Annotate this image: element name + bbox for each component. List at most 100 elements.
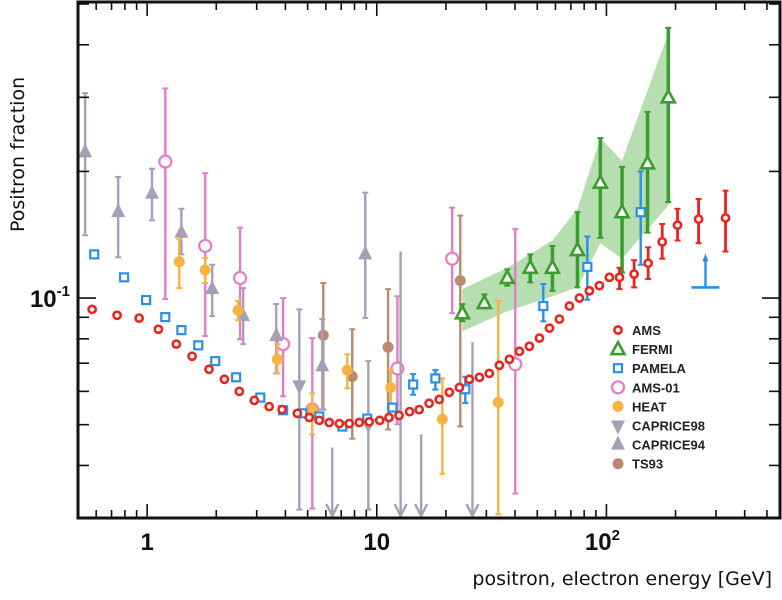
legend-marker [611, 435, 625, 450]
data-point [271, 353, 283, 365]
data-point [269, 327, 284, 342]
data-point [358, 245, 373, 260]
data-point [474, 372, 485, 383]
data-point [354, 417, 365, 428]
data-point [584, 285, 595, 296]
data-point [404, 406, 415, 417]
data-point [554, 314, 565, 325]
series-caprice94 [78, 92, 373, 411]
x-tick-label: 102 [585, 527, 620, 556]
data-point [643, 258, 654, 269]
legend-marker [609, 339, 627, 356]
data-point [594, 280, 605, 291]
data-point [504, 354, 515, 365]
data-point [264, 401, 275, 412]
axes: 1 10 102 10-1 [30, 0, 782, 556]
data-point [292, 408, 303, 419]
data-point [385, 381, 397, 393]
arrow-head-icon [702, 253, 709, 262]
data-point [464, 374, 475, 385]
x-tick-label-base: 10 [363, 529, 390, 556]
series-fermi [453, 26, 677, 323]
data-point [604, 272, 615, 283]
data-point [344, 418, 355, 429]
legend-marker [612, 363, 624, 374]
data-point [484, 368, 495, 379]
data-point [514, 346, 525, 357]
data-point [613, 202, 631, 219]
data-point [445, 251, 460, 266]
data-point [582, 261, 593, 272]
legend-label: CAPRICE94 [632, 438, 706, 453]
data-point [232, 270, 248, 286]
x-tick-label: 1 [140, 529, 153, 556]
fermi-systematic-band [462, 33, 669, 332]
arrow-head-icon [414, 503, 429, 519]
data-point [374, 415, 385, 426]
y-tick-label: 10-1 [30, 283, 70, 313]
data-point [498, 268, 516, 285]
data-point [543, 258, 562, 275]
legend: AMS FERMI PAMELA AMS-01 HEAT CAPRICE98 CAPRICE… [609, 323, 706, 472]
data-point [277, 404, 287, 415]
data-point [408, 379, 419, 390]
x-axis-title: positron, electron energy [GeV] [472, 568, 772, 590]
legend-marker [612, 400, 624, 412]
legend-label: PAMELA [632, 361, 687, 376]
data-point [364, 416, 375, 427]
data-points [78, 26, 731, 519]
data-point [534, 333, 545, 344]
data-point [574, 293, 585, 303]
data-point [236, 307, 251, 322]
data-point [141, 294, 152, 306]
data-point [492, 396, 504, 408]
legend-marker [611, 420, 625, 435]
legend-label: HEAT [632, 399, 666, 414]
data-point [176, 325, 187, 336]
data-point [454, 382, 465, 393]
legend-label: CAPRICE98 [632, 419, 705, 434]
legend-item-ams-01: AMS-01 [610, 380, 680, 395]
legend-marker [610, 380, 626, 395]
data-point [341, 364, 353, 376]
data-point [171, 339, 182, 350]
fermi-band [462, 33, 669, 332]
data-point [436, 413, 448, 425]
series-ams [87, 189, 731, 429]
data-point [134, 313, 145, 324]
x-tick-label: 10 [363, 529, 390, 556]
data-point [614, 272, 625, 283]
legend-item-pamela: PAMELA [612, 361, 687, 376]
data-point [292, 380, 307, 395]
data-point [414, 404, 425, 415]
data-point [434, 394, 445, 405]
data-point [382, 341, 394, 353]
data-point [538, 300, 549, 312]
arrow-head-icon [393, 503, 408, 519]
data-point [384, 412, 394, 423]
legend-item-caprice94: CAPRICE94 [611, 435, 706, 453]
data-point [314, 415, 325, 426]
data-point [249, 395, 260, 406]
data-point [657, 236, 668, 247]
data-point [454, 275, 466, 287]
data-point [720, 213, 731, 223]
legend-item-heat: HEAT [612, 399, 666, 414]
legend-item-fermi: FERMI [609, 339, 672, 357]
data-point [210, 356, 221, 367]
series-caprice98 [292, 251, 480, 519]
data-point [394, 410, 404, 421]
data-point [87, 304, 98, 315]
data-point [187, 351, 198, 362]
y-axis-title: Positron fraction [7, 77, 29, 232]
data-point [205, 280, 220, 295]
legend-item-caprice98: CAPRICE98 [611, 419, 705, 435]
data-point [199, 264, 211, 276]
data-point [659, 87, 677, 104]
data-point [232, 304, 244, 316]
data-point [334, 418, 345, 429]
data-point [193, 340, 204, 351]
data-point [198, 238, 213, 254]
legend-label: AMS-01 [632, 380, 680, 395]
